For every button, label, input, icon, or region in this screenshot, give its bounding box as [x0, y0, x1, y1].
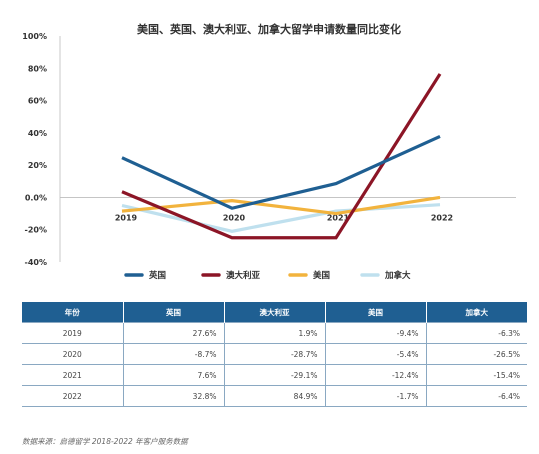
- cell-year: 2020: [22, 343, 124, 365]
- series-line: [121, 203, 441, 233]
- y-tick-label: 0.0%: [25, 193, 47, 202]
- legend-item: 英国: [124, 270, 166, 281]
- cell-usa: -9.4%: [324, 322, 427, 344]
- cell-canada: -26.5%: [425, 343, 527, 365]
- cell-uk: 7.6%: [122, 364, 225, 386]
- table-row: 2022 32.8% 84.9% -1.7% -6.4%: [22, 385, 527, 407]
- y-tick-label: 80%: [28, 64, 47, 73]
- header-usa: 美国: [325, 302, 427, 323]
- table-row: 2020 -8.7% -28.7% -5.4% -26.5%: [22, 343, 527, 365]
- cell-australia: 84.9%: [223, 385, 326, 407]
- chart-title: 美国、英国、澳大利亚、加拿大留学申请数量同比变化: [137, 22, 401, 36]
- cell-canada: -15.4%: [425, 364, 527, 386]
- x-tick-label: 2021: [327, 213, 350, 222]
- cell-uk: 27.6%: [122, 322, 225, 344]
- y-tick-label: -20%: [25, 226, 47, 235]
- cell-usa: -5.4%: [324, 343, 427, 365]
- header-canada: 加拿大: [426, 302, 527, 323]
- table-row: 2021 7.6% -29.1% -12.4% -15.4%: [22, 364, 527, 386]
- cell-usa: -1.7%: [324, 385, 427, 407]
- data-source-note: 数据来源：启德留学 2018-2022 年客户服务数据: [22, 437, 188, 446]
- header-year: 年份: [22, 302, 124, 323]
- cell-canada: -6.4%: [425, 385, 527, 407]
- y-tick-label: 20%: [28, 161, 47, 170]
- cell-australia: -29.1%: [223, 364, 326, 386]
- header-australia: 澳大利亚: [224, 302, 326, 323]
- series-lines: [121, 73, 442, 240]
- x-tick-label: 2022: [431, 213, 453, 222]
- cell-australia: -28.7%: [223, 343, 326, 365]
- series-line: [121, 195, 441, 216]
- x-tick-label: 2020: [223, 213, 246, 222]
- legend: 英国 澳大利亚 美国 加拿大: [124, 270, 411, 281]
- y-tick-label: -40%: [25, 258, 47, 267]
- legend-label: 加拿大: [384, 270, 411, 281]
- legend-item: 澳大利亚: [201, 270, 261, 281]
- cell-year: 2022: [22, 385, 124, 407]
- table-row: 2019 27.6% 1.9% -9.4% -6.3%: [22, 322, 527, 344]
- y-tick-label: 60%: [28, 97, 47, 106]
- series-line: [121, 134, 441, 210]
- data-table: 年份 英国 澳大利亚 美国 加拿大 2019 27.6% 1.9% -9.4% …: [22, 302, 527, 407]
- line-chart: 美国、英国、澳大利亚、加拿大留学申请数量同比变化 100% 80% 60% 40% 20…: [22, 22, 516, 281]
- cell-usa: -12.4%: [324, 364, 427, 386]
- cell-year: 2021: [22, 364, 124, 386]
- legend-label: 美国: [313, 270, 330, 281]
- y-tick-label: 40%: [28, 129, 47, 138]
- header-uk: 英国: [123, 302, 225, 323]
- y-axis: 100% 80% 60% 40% 20% 0.0% -20% -40%: [22, 32, 61, 267]
- cell-year: 2019: [22, 322, 124, 344]
- cell-canada: -6.3%: [425, 322, 527, 344]
- cell-uk: -8.7%: [122, 343, 225, 365]
- series-line: [121, 73, 442, 240]
- cell-uk: 32.8%: [122, 385, 225, 407]
- cell-australia: 1.9%: [223, 322, 326, 344]
- legend-item: 美国: [288, 270, 330, 281]
- legend-item: 加拿大: [360, 270, 411, 281]
- y-tick-label: 100%: [22, 32, 47, 41]
- table-header-row: 年份 英国 澳大利亚 美国 加拿大: [22, 302, 527, 323]
- x-tick-label: 2019: [115, 213, 138, 222]
- legend-label: 英国: [148, 270, 166, 281]
- legend-label: 澳大利亚: [226, 270, 261, 281]
